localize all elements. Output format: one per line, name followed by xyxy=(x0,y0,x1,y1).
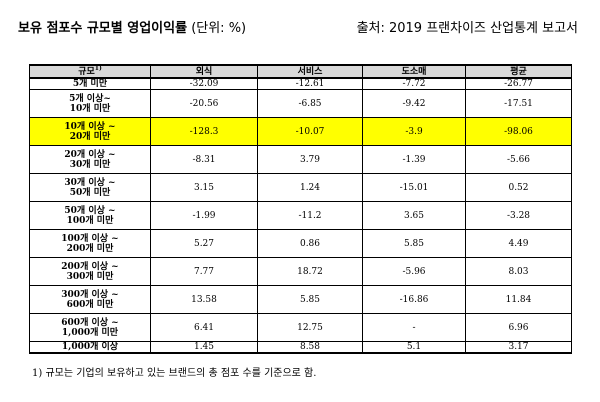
row-scale-line: 20개 이상 ~ xyxy=(64,149,116,160)
cell-service: 1.24 xyxy=(257,173,363,202)
row-scale-line: 30개 이상 ~ xyxy=(64,177,116,188)
row-scale-line: 100개 이상 ~ xyxy=(61,233,119,244)
cell-service: -12.61 xyxy=(257,77,363,90)
row-scale-label: 200개 이상 ~300개 미만 xyxy=(29,257,151,286)
cell-retail: -16.86 xyxy=(362,285,466,314)
cell-retail: 3.65 xyxy=(362,201,466,230)
table-header-row: 규모1) 외식 서비스 도소매 평균 xyxy=(29,64,572,79)
row-scale-line: 50개 미만 xyxy=(69,187,111,198)
row-scale-line: 200개 미만 xyxy=(66,243,114,254)
cell-service: 5.85 xyxy=(257,285,363,314)
row-scale-line: 30개 미만 xyxy=(69,159,111,170)
row-scale-label: 20개 이상 ~30개 미만 xyxy=(29,145,151,174)
cell-service: 3.79 xyxy=(257,145,363,174)
cell-retail: -3.9 xyxy=(362,117,466,146)
table-row: 100개 이상 ~200개 미만 5.27 0.86 5.85 4.49 xyxy=(29,229,572,258)
cell-average: 3.17 xyxy=(465,341,572,354)
cell-food: -32.09 xyxy=(150,77,258,90)
row-scale-line: 1,000개 이상 xyxy=(61,342,119,352)
row-scale-label: 30개 이상 ~50개 미만 xyxy=(29,173,151,202)
column-header-service: 서비스 xyxy=(257,64,363,79)
row-scale-label: 600개 이상 ~1,000개 미만 xyxy=(29,313,151,342)
row-scale-label: 5개 이상~ 10개 미만 xyxy=(29,89,151,118)
table-row: 200개 이상 ~300개 미만 7.77 18.72 -5.96 8.03 xyxy=(29,257,572,286)
cell-average: 0.52 xyxy=(465,173,572,202)
row-scale-line: 5개 이상~ xyxy=(69,93,111,104)
row-scale-label: 50개 이상 ~100개 미만 xyxy=(29,201,151,230)
cell-food: 5.27 xyxy=(150,229,258,258)
cell-average: -26.77 xyxy=(465,77,572,90)
row-scale-line: 300개 미만 xyxy=(66,271,114,282)
cell-retail: -1.39 xyxy=(362,145,466,174)
table-source: 출처: 2019 프랜차이즈 산업통계 보고서 xyxy=(356,21,578,36)
cell-food: 6.41 xyxy=(150,313,258,342)
cell-average: 8.03 xyxy=(465,257,572,286)
cell-food: -20.56 xyxy=(150,89,258,118)
cell-average: -98.06 xyxy=(465,117,572,146)
column-header-scale: 규모1) xyxy=(29,64,151,79)
cell-average: 4.49 xyxy=(465,229,572,258)
cell-average: 11.84 xyxy=(465,285,572,314)
table-footnote: 1) 규모는 기업의 보유하고 있는 브랜드의 총 점포 수를 기준으로 함. xyxy=(32,368,317,379)
table-row: 1,000개 이상 1.45 8.58 5.1 3.17 xyxy=(29,341,572,354)
cell-retail: -9.42 xyxy=(362,89,466,118)
table-row: 300개 이상 ~600개 미만 13.58 5.85 -16.86 11.84 xyxy=(29,285,572,314)
cell-food: 1.45 xyxy=(150,341,258,354)
table-row: 600개 이상 ~1,000개 미만 6.41 12.75-6.96 xyxy=(29,313,572,342)
table-row: 5개 미만 -32.09 -12.61 -7.72 -26.77 xyxy=(29,77,572,90)
cell-retail: 5.85 xyxy=(362,229,466,258)
cell-service: 8.58 xyxy=(257,341,363,354)
row-scale-line: 50개 이상 ~ xyxy=(64,205,116,216)
column-header-superscript: 1) xyxy=(94,65,102,72)
column-header-retail: 도소매 xyxy=(362,64,466,79)
row-scale-line: 20개 미만 xyxy=(69,131,111,142)
table-title-main: 보유 점포수 규모별 영업이익률 xyxy=(18,21,188,36)
table-title-unit: (단위: %) xyxy=(187,21,247,36)
table-row: 50개 이상 ~100개 미만 -1.99 -11.2 3.65 -3.28 xyxy=(29,201,572,230)
operating-margin-table: 규모1) 외식 서비스 도소매 평균 5개 미만 -32.09 -12.61 -7.7… xyxy=(29,64,572,354)
table-row: 30개 이상 ~50개 미만 3.15 1.24 -15.01 0.52 xyxy=(29,173,572,202)
cell-retail: - xyxy=(362,313,466,342)
row-scale-line: 600개 미만 xyxy=(66,299,114,310)
cell-retail: -5.96 xyxy=(362,257,466,286)
cell-average: -17.51 xyxy=(465,89,572,118)
cell-service: 12.75 xyxy=(257,313,363,342)
row-scale-label: 300개 이상 ~600개 미만 xyxy=(29,285,151,314)
cell-retail: -7.72 xyxy=(362,77,466,90)
cell-food: -1.99 xyxy=(150,201,258,230)
cell-service: -11.2 xyxy=(257,201,363,230)
row-scale-line: 300개 이상 ~ xyxy=(61,289,119,300)
cell-average: -3.28 xyxy=(465,201,572,230)
row-scale-label: 10개 이상 ~20개 미만 xyxy=(29,117,151,146)
table-row: 10개 이상 ~20개 미만 -128.3 -10.07 -3.9 -98.06 xyxy=(29,117,572,146)
cell-service: 0.86 xyxy=(257,229,363,258)
row-scale-label: 100개 이상 ~200개 미만 xyxy=(29,229,151,258)
cell-average: 6.96 xyxy=(465,313,572,342)
cell-retail: 5.1 xyxy=(362,341,466,354)
cell-service: -6.85 xyxy=(257,89,363,118)
row-scale-line: 600개 이상 ~ xyxy=(61,317,119,328)
cell-service: 18.72 xyxy=(257,257,363,286)
row-scale-label: 5개 미만 xyxy=(29,77,151,90)
row-scale-line: 10개 이상 ~ xyxy=(64,121,116,132)
row-scale-line: 200개 이상 ~ xyxy=(61,261,119,272)
cell-food: 7.77 xyxy=(150,257,258,286)
table-row: 20개 이상 ~30개 미만 -8.31 3.79 -1.39 -5.66 xyxy=(29,145,572,174)
table-row: 5개 이상~ 10개 미만 -20.56 -6.85 -9.42 -17.51 xyxy=(29,89,572,118)
cell-retail: -15.01 xyxy=(362,173,466,202)
cell-average: -5.66 xyxy=(465,145,572,174)
row-scale-line: 100개 미만 xyxy=(66,215,114,226)
row-scale-label: 1,000개 이상 xyxy=(29,341,151,354)
cell-food: -128.3 xyxy=(150,117,258,146)
table-title: 보유 점포수 규모별 영업이익률 (단위: %) xyxy=(18,17,246,36)
cell-food: 13.58 xyxy=(150,285,258,314)
column-header-average: 평균 xyxy=(465,64,572,79)
row-scale-line: 5개 미만 xyxy=(72,79,108,89)
cell-service: -10.07 xyxy=(257,117,363,146)
cell-food: -8.31 xyxy=(150,145,258,174)
row-scale-line: 10개 미만 xyxy=(69,103,111,114)
row-scale-line: 1,000개 미만 xyxy=(61,327,119,338)
column-header-food: 외식 xyxy=(150,64,258,79)
cell-food: 3.15 xyxy=(150,173,258,202)
